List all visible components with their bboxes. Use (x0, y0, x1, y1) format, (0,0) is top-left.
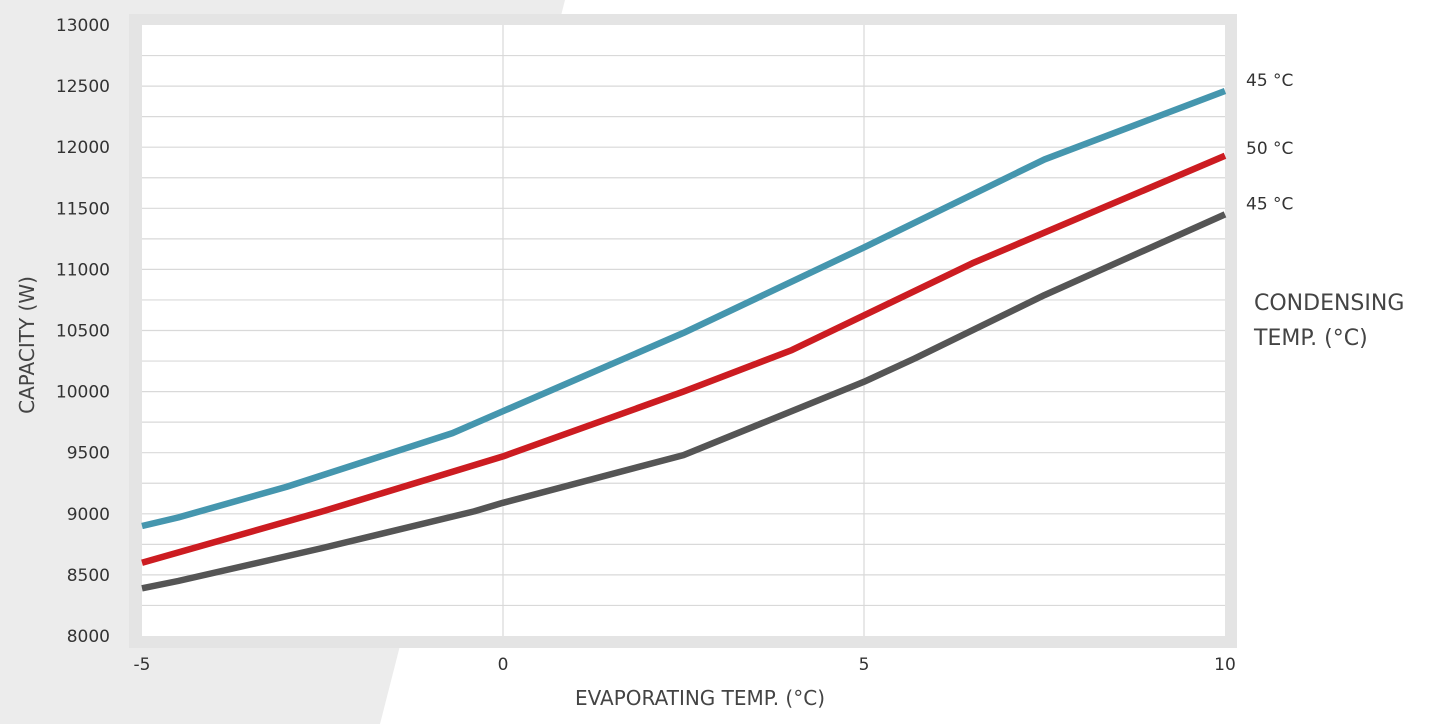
y-tick-label: 9000 (67, 505, 110, 525)
y-tick-label: 12000 (56, 138, 110, 158)
series-line (141, 152, 1227, 566)
y-tick-label: 10000 (56, 383, 110, 403)
series-line (141, 87, 1227, 530)
y-tick-label: 11000 (56, 260, 110, 280)
legend-title-line-2: TEMP. (°C) (1253, 326, 1368, 351)
tick-layer: 8000 8500 9000 9500 10000 10500 11000 11500 1200… (56, 16, 1236, 675)
x-axis-title: EVAPORATING TEMP. (°C) (575, 686, 825, 710)
y-tick-label: 8000 (67, 627, 110, 647)
x-tick-label: -5 (134, 655, 151, 675)
y-tick-label: 10500 (56, 322, 110, 342)
series-label: 45 °C (1246, 194, 1293, 214)
series-layer: 45 °C 50 °C 45 °C (141, 71, 1293, 592)
series-label: 50 °C (1246, 139, 1293, 159)
grid-layer (142, 25, 1225, 636)
y-tick-label: 12500 (56, 77, 110, 97)
legend-title-line-1: CONDENSING (1254, 291, 1404, 316)
y-tick-label: 8500 (67, 566, 110, 586)
y-axis-title: CAPACITY (W) (15, 276, 39, 414)
y-tick-label: 13000 (56, 16, 110, 36)
y-tick-label: 11500 (56, 199, 110, 219)
series-line (141, 211, 1227, 592)
x-tick-label: 0 (498, 655, 509, 675)
y-tick-label: 9500 (67, 444, 110, 464)
series-label: 45 °C (1246, 71, 1293, 91)
x-tick-label: 5 (859, 655, 870, 675)
x-tick-label: 10 (1214, 655, 1236, 675)
